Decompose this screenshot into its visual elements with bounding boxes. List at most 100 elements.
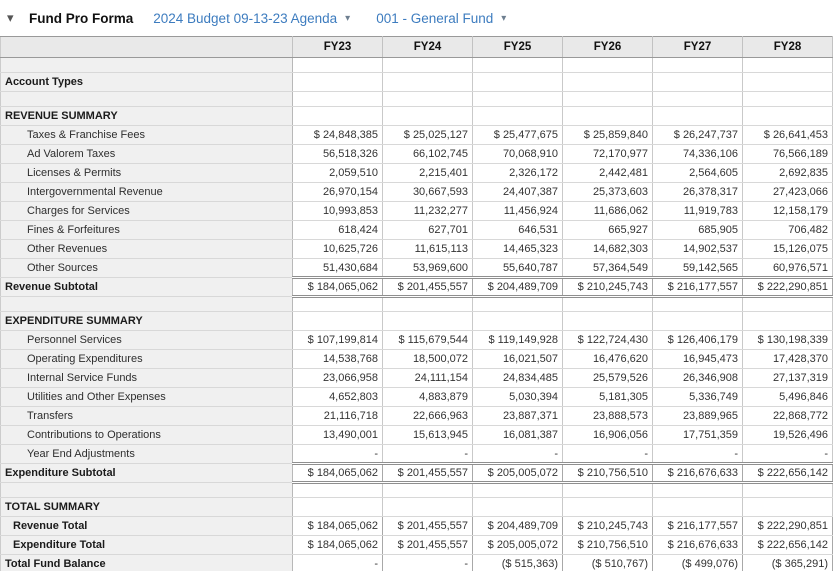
value-cell: $ 222,290,851: [742, 276, 833, 298]
value-cell: 60,976,571: [742, 258, 833, 278]
corner-header: [0, 36, 293, 58]
value-cell: $ 204,489,709: [472, 516, 563, 536]
value-cell: $ 210,245,743: [562, 516, 653, 536]
value-cell: $ 26,641,453: [742, 125, 833, 145]
value-cell: $ 222,656,142: [742, 462, 833, 484]
table-row-personnel-services: Personnel Services $ 107,199,814 $ 115,679…: [0, 330, 833, 350]
value-cell: 618,424: [292, 220, 383, 240]
value-cell: [742, 57, 833, 73]
value-cell: -: [292, 444, 383, 464]
value-cell: [652, 311, 743, 331]
value-cell: [382, 311, 473, 331]
value-cell: [652, 482, 743, 498]
value-cell: [742, 482, 833, 498]
value-cell: [652, 72, 743, 92]
budget-version-dropdown[interactable]: 2024 Budget 09-13-23 Agenda ▾: [153, 11, 350, 26]
value-cell: [652, 296, 743, 312]
row-label-cell: Internal Service Funds: [0, 368, 293, 388]
value-cell: [472, 72, 563, 92]
table-row-revenue-total: Revenue Total $ 184,065,062 $ 201,455,557 $…: [0, 516, 833, 536]
value-cell: $ 25,859,840: [562, 125, 653, 145]
value-cell: 5,181,305: [562, 387, 653, 407]
value-cell: [562, 296, 653, 312]
value-cell: $ 201,455,557: [382, 516, 473, 536]
value-cell: [562, 91, 653, 107]
value-cell: $ 205,005,072: [472, 535, 563, 555]
value-cell: 21,116,718: [292, 406, 383, 426]
fund-dropdown[interactable]: 001 - General Fund ▾: [376, 11, 506, 26]
value-cell: 2,059,510: [292, 163, 383, 183]
value-cell: $ 201,455,557: [382, 462, 473, 484]
value-cell: $ 204,489,709: [472, 276, 563, 298]
value-cell: $ 130,198,339: [742, 330, 833, 350]
row-label-cell: Licenses & Permits: [0, 163, 293, 183]
row-label-cell: [0, 482, 293, 498]
table-row-transfers: Transfers 21,116,718 22,666,963 23,887,371 2…: [0, 406, 833, 426]
value-cell: [472, 482, 563, 498]
row-label-cell: Expenditure Subtotal: [0, 463, 293, 483]
value-cell: 2,564,605: [652, 163, 743, 183]
value-cell: [382, 482, 473, 498]
value-cell: [472, 91, 563, 107]
value-cell: 11,686,062: [562, 201, 653, 221]
value-cell: 16,945,473: [652, 349, 743, 369]
value-cell: $ 126,406,179: [652, 330, 743, 350]
table-row-ad-valorem-taxes: Ad Valorem Taxes 56,518,326 66,102,745 70,0…: [0, 144, 833, 164]
collapse-arrow-icon[interactable]: ▾: [7, 10, 14, 25]
column-header-fy26: FY26: [562, 36, 653, 58]
row-label-cell: Personnel Services: [0, 330, 293, 350]
row-label-cell: Transfers: [0, 406, 293, 426]
value-cell: $ 107,199,814: [292, 330, 383, 350]
value-cell: $ 119,149,928: [472, 330, 563, 350]
chevron-down-icon: ▾: [345, 13, 351, 24]
column-header-fy23: FY23: [292, 36, 383, 58]
table-row-contributions-to-operations: Contributions to Operations 13,490,001 15,…: [0, 425, 833, 445]
value-cell: 11,232,277: [382, 201, 473, 221]
value-cell: 665,927: [562, 220, 653, 240]
value-cell: 26,378,317: [652, 182, 743, 202]
table-row-total-fund-balance: Total Fund Balance - - ($ 515,363) ($ 510,76…: [0, 554, 833, 571]
value-cell: [652, 497, 743, 517]
pro-forma-toolbar: ▾ Fund Pro Forma 2024 Budget 09-13-23 Ag…: [0, 0, 835, 36]
row-label-cell: Revenue Subtotal: [0, 277, 293, 297]
value-cell: 18,500,072: [382, 349, 473, 369]
value-cell: [292, 482, 383, 498]
value-cell: 23,066,958: [292, 368, 383, 388]
value-cell: [562, 497, 653, 517]
pro-forma-table: FY23 FY24 FY25 FY26 FY27 FY28 Account Types RE…: [0, 36, 833, 571]
value-cell: 53,969,600: [382, 258, 473, 278]
value-cell: $ 216,177,557: [652, 516, 743, 536]
table-row-expenditure-subtotal: Expenditure Subtotal $ 184,065,062 $ 201,4…: [0, 462, 833, 484]
row-label-cell: Utilities and Other Expenses: [0, 387, 293, 407]
value-cell: [382, 72, 473, 92]
value-cell: -: [472, 444, 563, 464]
value-cell: [652, 106, 743, 126]
value-cell: $ 122,724,430: [562, 330, 653, 350]
value-cell: 59,142,565: [652, 258, 743, 278]
value-cell: 13,490,001: [292, 425, 383, 445]
value-cell: 5,030,394: [472, 387, 563, 407]
value-cell: [292, 57, 383, 73]
value-cell: 16,021,507: [472, 349, 563, 369]
value-cell: [292, 72, 383, 92]
value-cell: 2,692,835: [742, 163, 833, 183]
value-cell: 26,970,154: [292, 182, 383, 202]
row-label-cell: [0, 57, 293, 73]
value-cell: $ 26,247,737: [652, 125, 743, 145]
value-cell: 11,456,924: [472, 201, 563, 221]
table-row-operating-expenditures: Operating Expenditures 14,538,768 18,500,0…: [0, 349, 833, 369]
value-cell: 56,518,326: [292, 144, 383, 164]
table-row-internal-service-funds: Internal Service Funds 23,066,958 24,111,1…: [0, 368, 833, 388]
table-row-account-types: Account Types: [0, 72, 833, 92]
value-cell: $ 222,656,142: [742, 535, 833, 555]
table-row-intergovernmental-revenue: Intergovernmental Revenue 26,970,154 30,66…: [0, 182, 833, 202]
table-row-charges-for-services: Charges for Services 10,993,853 11,232,277…: [0, 201, 833, 221]
value-cell: 72,170,977: [562, 144, 653, 164]
row-label-cell: [0, 91, 293, 107]
budget-version-dropdown-label: 2024 Budget 09-13-23 Agenda: [153, 10, 338, 26]
value-cell: 51,430,684: [292, 258, 383, 278]
value-cell: 23,889,965: [652, 406, 743, 426]
value-cell: 646,531: [472, 220, 563, 240]
value-cell: 16,476,620: [562, 349, 653, 369]
value-cell: 55,640,787: [472, 258, 563, 278]
